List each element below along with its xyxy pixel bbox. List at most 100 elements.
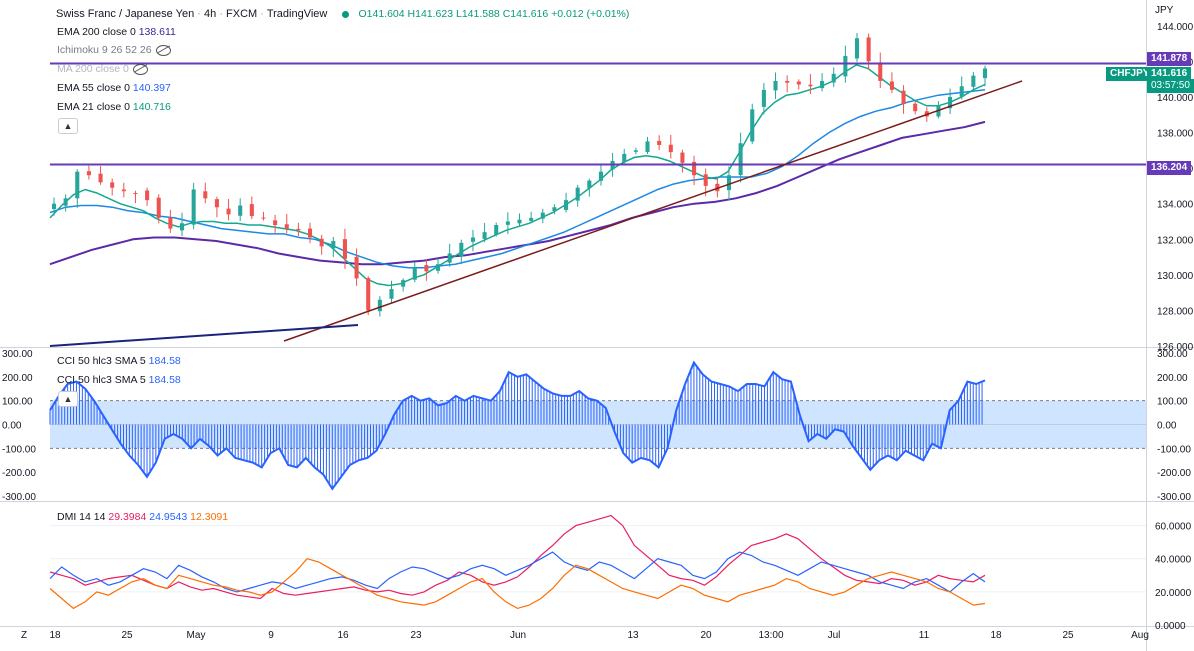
legend-ema21[interactable]: EMA 21 close 0 140.716 xyxy=(57,101,171,113)
candle-body xyxy=(738,143,743,175)
time-axis-label: 20 xyxy=(700,630,712,641)
time-axis-label: 25 xyxy=(1062,630,1074,641)
collapse-cci-legend-button[interactable]: ▲ xyxy=(58,391,78,407)
currency-label: JPY xyxy=(1155,5,1174,16)
candle-body xyxy=(75,171,80,199)
candle-body xyxy=(86,171,91,176)
candle-body xyxy=(866,37,871,62)
candle-body xyxy=(296,228,301,231)
price-axis-label: 134.000 xyxy=(1157,200,1194,211)
dmi-axis-label: 60.0000 xyxy=(1155,522,1192,533)
candle-body xyxy=(110,182,115,188)
legend-ma200[interactable]: MA 200 close 0 xyxy=(57,63,148,76)
candle-body xyxy=(587,180,592,189)
price-axis-label: 140.000 xyxy=(1157,93,1194,104)
source-label: TradingView xyxy=(266,8,328,20)
time-axis-label: 9 xyxy=(268,630,274,641)
cci-axis-label: 200.00 xyxy=(1157,373,1188,384)
candle-body xyxy=(179,223,185,231)
candle-body xyxy=(401,280,406,287)
chart-header: Swiss Franc / Japanese Yen · 4h · FXCM ·… xyxy=(56,8,630,20)
candle-body xyxy=(412,267,417,280)
time-axis-label: Jun xyxy=(510,630,526,641)
hidden-eye-icon[interactable] xyxy=(132,63,148,75)
time-axis-label: 13:00 xyxy=(758,630,783,641)
collapse-legend-button[interactable]: ▲ xyxy=(58,118,78,134)
cci-left-axis-label: -200.00 xyxy=(2,468,36,479)
time-axis-label: 23 xyxy=(410,630,422,641)
candle-body xyxy=(982,68,988,79)
interval-label[interactable]: 4h xyxy=(204,8,217,20)
candle-body xyxy=(98,173,103,183)
candle-body xyxy=(203,191,208,199)
exchange-label: FXCM xyxy=(226,8,258,20)
dmi-axis-label: 20.0000 xyxy=(1155,588,1192,599)
price-axis-label: 138.000 xyxy=(1157,129,1194,140)
dmi-line-di xyxy=(49,514,986,600)
candle-body xyxy=(424,265,429,272)
cci-axis-label: -300.00 xyxy=(1157,492,1191,503)
candle-body xyxy=(331,241,336,249)
candle-body xyxy=(307,228,313,238)
candle-body xyxy=(680,152,685,163)
price-axis-label: 132.000 xyxy=(1157,235,1194,246)
hidden-eye-icon[interactable] xyxy=(155,44,171,56)
ema21-line xyxy=(49,64,986,287)
cci-left-axis-label: -100.00 xyxy=(2,444,36,455)
time-axis-label: 18 xyxy=(990,630,1002,641)
legend-cci-1[interactable]: CCI 50 hlc3 SMA 5 184.58 xyxy=(57,355,181,367)
dmi-line-adx xyxy=(49,558,986,610)
time-axis-label: 25 xyxy=(121,630,133,641)
time-axis-label: Jul xyxy=(828,630,841,641)
candle-body xyxy=(63,198,68,206)
legend-cci-2[interactable]: CCI 50 hlc3 SMA 5 184.58 xyxy=(57,374,181,386)
candle-body xyxy=(319,238,324,247)
candle-body xyxy=(564,200,569,210)
time-axis-label: 18 xyxy=(49,630,61,641)
candle-body xyxy=(831,73,836,83)
candle-body xyxy=(226,208,231,215)
ema55-line xyxy=(49,89,986,269)
price-axis-label: 126.000 xyxy=(1157,342,1194,353)
candle-body xyxy=(517,219,522,224)
legend-dmi[interactable]: DMI 14 14 29.3984 24.9543 12.3091 xyxy=(57,511,229,523)
legend-ema200[interactable]: EMA 200 close 0 138.611 xyxy=(57,26,176,38)
cci-axis-label: 100.00 xyxy=(1157,397,1188,408)
candle-body xyxy=(389,289,394,299)
time-axis-label: 16 xyxy=(337,630,349,641)
candle-body xyxy=(273,220,278,226)
candle-body xyxy=(436,264,441,271)
candle-body xyxy=(540,212,545,219)
legend-ichimoku[interactable]: Ichimoku 9 26 52 26 xyxy=(57,44,171,57)
symbol-name[interactable]: Swiss Franc / Japanese Yen xyxy=(56,8,195,20)
candle-body xyxy=(249,204,254,217)
candle-body xyxy=(808,84,813,87)
candle-body xyxy=(668,144,673,153)
candle-body xyxy=(901,90,906,105)
candle-body xyxy=(715,183,720,192)
trendline-long xyxy=(49,324,359,347)
candle-body xyxy=(261,217,266,219)
cci-left-axis-label: 300.00 xyxy=(2,349,33,360)
dmi-line-di xyxy=(49,551,986,593)
dmi-axis-label: 0.0000 xyxy=(1155,621,1186,632)
candle-body xyxy=(726,175,732,191)
candle-body xyxy=(214,199,219,208)
time-axis-label: May xyxy=(187,630,206,641)
candle-body xyxy=(505,221,510,225)
cci-left-axis-label: 200.00 xyxy=(2,373,33,384)
legend-ema55[interactable]: EMA 55 close 0 140.397 xyxy=(57,82,171,94)
price-axis-label: 128.000 xyxy=(1157,306,1194,317)
market-status-icon xyxy=(342,10,350,18)
candle-body xyxy=(529,217,534,221)
candle-body xyxy=(878,62,883,81)
candle-body xyxy=(552,207,557,212)
candle-body xyxy=(470,237,475,242)
candle-body xyxy=(238,205,243,216)
candle-body xyxy=(447,253,452,263)
cci-axis-label: -100.00 xyxy=(1157,444,1191,455)
time-axis-label: 13 xyxy=(627,630,639,641)
candle-body xyxy=(959,86,964,97)
candle-body xyxy=(622,153,627,163)
